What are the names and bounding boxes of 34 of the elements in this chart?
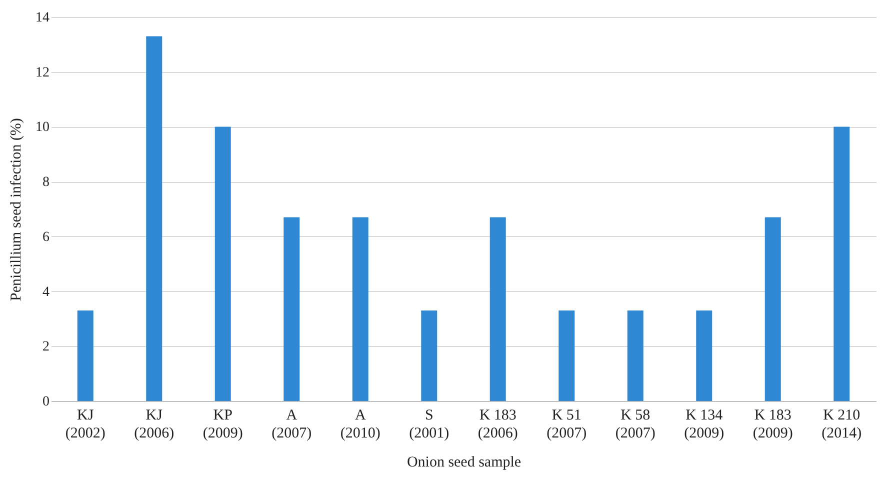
y-tick-label: 8: [42, 175, 50, 190]
bar: [284, 217, 300, 401]
y-tick-label: 2: [42, 340, 50, 355]
x-tick-label: A (2010): [340, 408, 380, 442]
bar: [146, 36, 162, 401]
bar: [558, 310, 575, 401]
x-tick-label: K 183 (2006): [478, 408, 518, 442]
x-tick-label: A (2007): [272, 408, 312, 442]
x-tick-label: K 58 (2007): [615, 408, 656, 442]
bar: [627, 310, 644, 401]
x-tick-label: KJ (2006): [134, 408, 174, 442]
x-tick-label: KP (2009): [202, 408, 243, 442]
bar: [214, 126, 231, 401]
bar: [696, 310, 712, 401]
y-tick-label: 0: [42, 394, 50, 410]
x-tick-label: K 51 (2007): [546, 408, 587, 442]
bar: [834, 126, 850, 401]
y-tick-label: 14: [36, 10, 50, 26]
bar: [764, 217, 781, 401]
bar: [490, 217, 506, 401]
y-tick-label: 4: [42, 284, 50, 300]
bar: [421, 310, 438, 401]
y-tick-label: 10: [36, 120, 50, 136]
x-axis-title: Onion seed sample: [406, 454, 522, 470]
bar: [77, 310, 94, 401]
x-tick-label: K 134 (2009): [684, 408, 724, 442]
bar: [352, 217, 368, 401]
y-axis-title: Penicillium seed infection (%): [8, 118, 24, 301]
x-tick-label: K 210 (2014): [822, 408, 862, 442]
x-tick-label: S (2001): [409, 408, 450, 442]
x-tick-label: KJ (2002): [65, 408, 106, 442]
x-tick-label: K 183 (2009): [752, 408, 793, 442]
y-tick-label: 6: [42, 230, 50, 245]
y-tick-label: 12: [36, 65, 50, 80]
